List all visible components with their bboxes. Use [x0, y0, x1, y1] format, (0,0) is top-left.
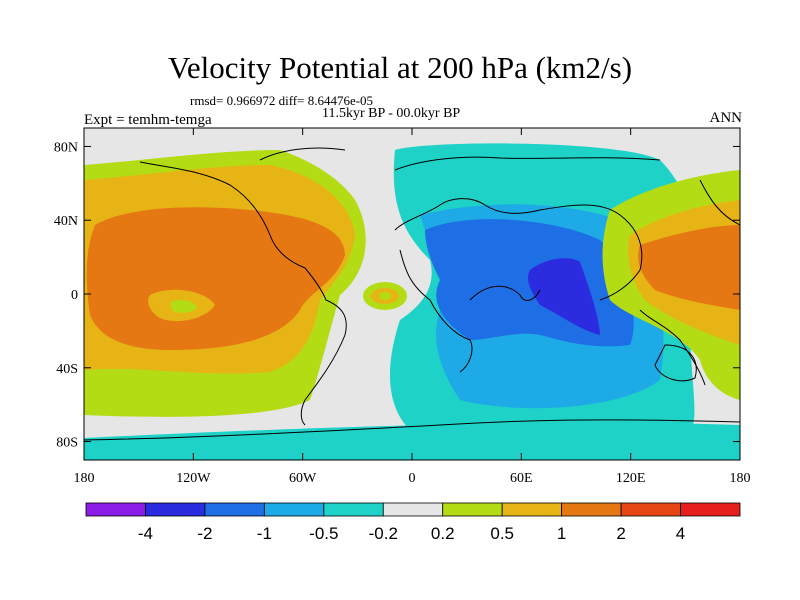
coastlines [84, 147, 740, 441]
colorbar-swatch [561, 502, 622, 517]
lat-tick-label: 0 [71, 288, 78, 303]
indian-negative-max [528, 258, 600, 335]
longitude-axis: 180 120W 60W 0 60E 120E 180 [74, 128, 751, 486]
pacific-inner-weak [170, 300, 197, 313]
colorbar-swatch [145, 502, 206, 517]
colorbar-label: 2 [616, 524, 625, 543]
lat-tick-label: 40N [54, 214, 78, 229]
colorbar-swatch [323, 502, 384, 517]
colorbar-swatch [263, 502, 325, 517]
colorbar-label: -0.2 [369, 524, 398, 543]
colorbar-label: -4 [138, 524, 153, 543]
colorbar-swatch [85, 502, 146, 517]
lon-tick-label: 60E [510, 471, 533, 486]
lon-tick-label: 120E [616, 471, 646, 486]
contour-field [84, 128, 740, 460]
colorbar-label: -1 [257, 524, 272, 543]
lon-tick-label: 120W [176, 471, 211, 486]
lat-tick-label: 40S [56, 362, 78, 377]
season-label: ANN [709, 110, 743, 126]
colorbar-swatch [680, 502, 741, 517]
pacific-positive-strong [86, 207, 345, 350]
colorbar-label: -2 [197, 524, 212, 543]
atlantic-inner [379, 292, 391, 300]
period-subtitle: 11.5kyr BP - 00.0kyr BP [322, 106, 461, 121]
wpacific-positive-strong [638, 225, 740, 310]
colorbar-swatch [442, 502, 503, 517]
colorbar-swatch [382, 502, 444, 517]
colorbar-label: -0.5 [309, 524, 338, 543]
experiment-label: Expt = temhm-temga [84, 112, 212, 128]
colorbar-label: 4 [676, 524, 685, 543]
colorbar-label: 1 [557, 524, 566, 543]
lat-tick-label: 80S [56, 436, 78, 451]
colorbar-label: 0.2 [431, 524, 455, 543]
lon-tick-label: 0 [409, 471, 416, 486]
lon-tick-label: 180 [730, 471, 751, 486]
colorbar-swatch [204, 502, 265, 517]
latitude-axis: 80N 40N 0 40S 80S [54, 140, 740, 451]
colorbar-swatch [620, 502, 681, 517]
stats-subtitle: rmsd= 0.966972 diff= 8.64476e-05 [190, 93, 374, 108]
colorbar-swatch [501, 502, 563, 517]
colorbar: -4 -2 -1 -0.5 -0.2 0.2 0.5 1 2 4 [85, 502, 741, 543]
colorbar-label: 0.5 [490, 524, 514, 543]
lat-tick-label: 80N [54, 140, 78, 155]
lon-tick-label: 180 [74, 471, 95, 486]
lon-tick-label: 60W [289, 471, 317, 486]
plot-title: Velocity Potential at 200 hPa (km2/s) [167, 50, 633, 85]
